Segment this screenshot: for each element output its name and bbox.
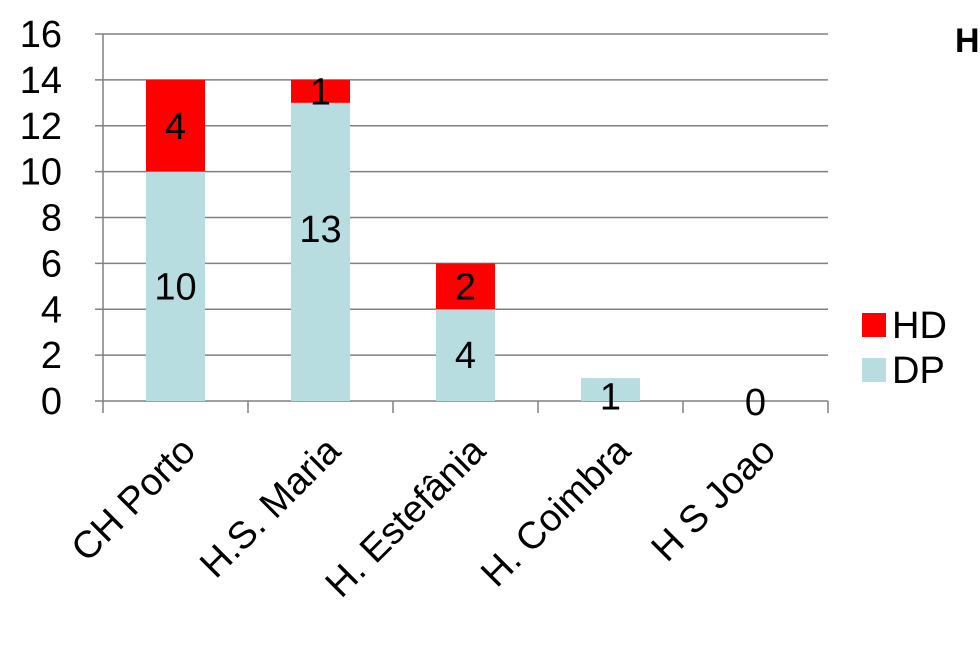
axes xyxy=(95,33,829,413)
x-category-label: H S Joao xyxy=(644,430,784,570)
bar-dp-0 xyxy=(146,171,205,401)
x-category-label: H.S. Maria xyxy=(192,429,349,586)
data-label-dp-2: 4 xyxy=(455,335,476,377)
bars xyxy=(146,79,640,401)
y-tick-label: 12 xyxy=(20,106,62,148)
y-tick-label: 8 xyxy=(41,198,62,240)
x-category-label: CH Porto xyxy=(64,430,204,570)
data-label-dp-3: 1 xyxy=(600,377,621,419)
y-tick-label: 6 xyxy=(41,243,62,285)
bar-hd-2 xyxy=(436,263,495,310)
y-tick-label: 16 xyxy=(20,14,62,56)
bar-hd-1 xyxy=(291,79,350,103)
legend-label-hd: HD xyxy=(892,305,947,347)
y-tick-label: 4 xyxy=(41,289,62,331)
y-tick-label: 2 xyxy=(41,335,62,377)
legend-label-dp: DP xyxy=(892,350,945,392)
data-label-hd-2: 2 xyxy=(455,266,476,308)
y-tick-label: 0 xyxy=(41,381,62,423)
y-tick-label: 10 xyxy=(20,152,62,194)
data-label-hd-0: 4 xyxy=(165,106,186,148)
data-label-hd-1: 1 xyxy=(310,71,331,113)
data-label-dp-1: 13 xyxy=(299,209,341,251)
x-category-label: H. Coimbra xyxy=(473,429,639,595)
bar-dp-2 xyxy=(436,309,495,401)
chart-title: H xyxy=(955,22,980,60)
legend-swatch-dp xyxy=(862,358,886,382)
data-label-dp-4: 0 xyxy=(745,382,766,424)
bar-dp-3 xyxy=(581,378,640,401)
data-label-dp-0: 10 xyxy=(154,266,196,308)
legend-swatch-hd xyxy=(862,313,886,337)
y-tick-label: 14 xyxy=(20,60,62,102)
bar-hd-0 xyxy=(146,79,205,172)
bar-dp-1 xyxy=(291,102,350,401)
